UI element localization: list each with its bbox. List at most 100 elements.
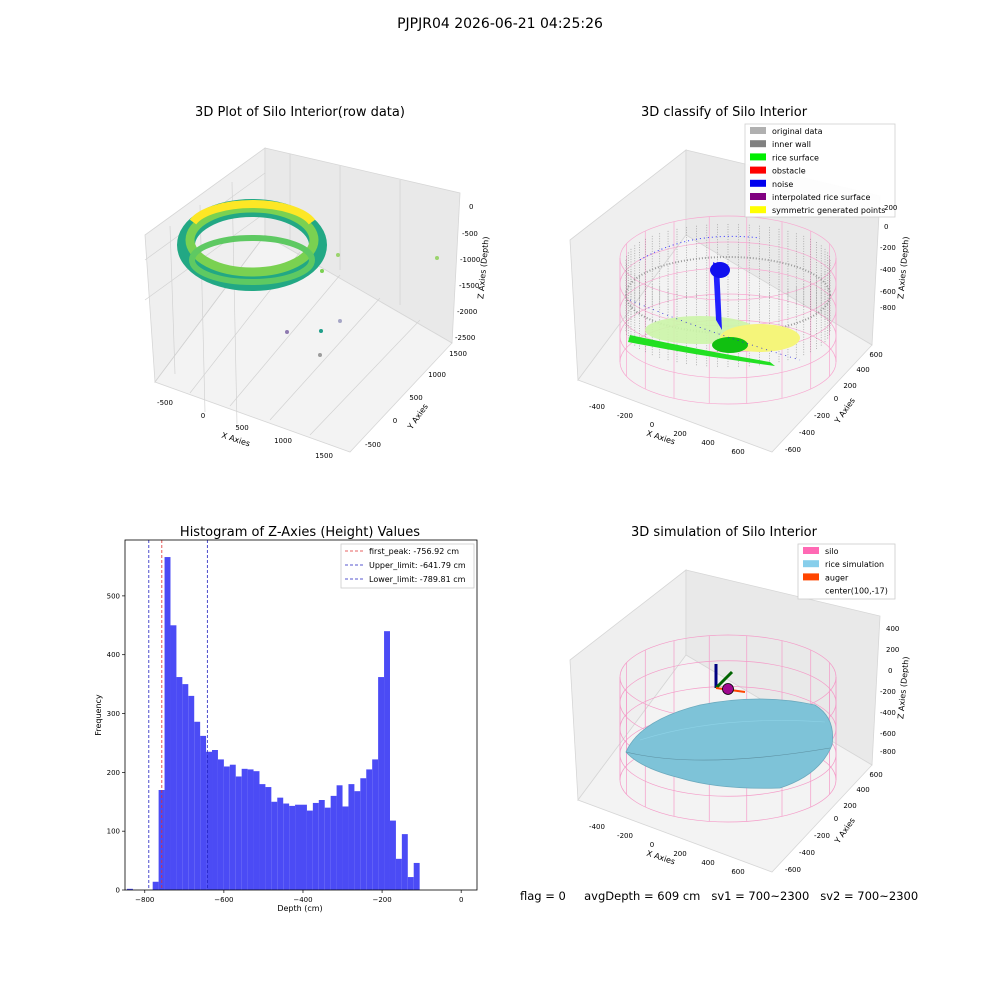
legend-label: obstacle — [772, 167, 806, 176]
x-tick-labels: -400 -200 0 200 400 600 — [589, 403, 745, 456]
y-tick: 0 — [834, 815, 838, 823]
histogram-bar — [206, 751, 213, 890]
histogram-bar — [152, 881, 159, 890]
chart-raw-3d: 3D Plot of Silo Interior(row data) -500 … — [144, 105, 491, 460]
x-tick: 200 — [673, 850, 686, 858]
x-tick: 200 — [673, 430, 686, 438]
legend-label: Lower_limit: -789.81 cm — [369, 575, 466, 584]
histogram-bar — [126, 888, 133, 890]
z-axis-label: Z Axies (Depth) — [896, 656, 910, 719]
y-tick: -500 — [365, 441, 381, 449]
point-cloud — [177, 199, 439, 357]
legend-swatch — [750, 179, 766, 187]
z-tick: -600 — [880, 730, 896, 738]
x-tick: 600 — [731, 448, 744, 456]
x-tick-label: 0 — [459, 896, 463, 904]
histogram-bar — [259, 784, 266, 890]
histogram-bar — [301, 804, 307, 890]
histogram-bar — [306, 810, 313, 890]
legend: silo rice simulation auger center(100,-17) — [797, 543, 896, 600]
z-tick: -800 — [880, 748, 896, 756]
legend-swatch — [750, 153, 766, 161]
z-tick: 200 — [884, 204, 897, 212]
histogram-bar — [194, 721, 201, 890]
legend-swatch — [803, 573, 819, 581]
y-tick: 200 — [843, 382, 856, 390]
x-tick: 500 — [235, 424, 248, 432]
center-marker — [722, 683, 734, 695]
legend-swatch — [803, 560, 819, 568]
z-tick: 0 — [884, 223, 888, 231]
y-tick: 1500 — [449, 350, 467, 358]
legend-swatch — [750, 140, 766, 148]
z-tick: -200 — [880, 244, 896, 252]
legend: original data inner wall rice surface obsta… — [744, 123, 896, 218]
chart-title: Histogram of Z-Axies (Height) Values — [180, 525, 420, 540]
y-tick-labels: -600 -400 -200 0 200 400 600 — [785, 351, 883, 454]
grid-line — [229, 274, 341, 407]
rice-surface — [625, 698, 834, 789]
z-tick: -2000 — [457, 308, 477, 316]
legend-label: first_peak: -756.92 cm — [369, 547, 459, 556]
legend-label: center(100,-17) — [825, 587, 888, 596]
y-tick-label: 0 — [116, 887, 120, 895]
chart-title: 3D classify of Silo Interior — [641, 105, 808, 120]
legend-label: silo — [825, 547, 839, 556]
legend: first_peak: -756.92 cm Upper_limit: -641.… — [340, 543, 475, 589]
histogram-bar — [366, 769, 373, 890]
y-tick-label: 500 — [107, 592, 120, 600]
legend-label: interpolated rice surface — [772, 193, 870, 202]
z-axis-label: Z Axies (Depth) — [476, 236, 490, 299]
grid-line — [199, 204, 206, 413]
x-axis-label: Depth (cm) — [277, 904, 322, 913]
x-axis-label: X Axies — [645, 429, 676, 447]
figure-title: PJPJR04 2026-06-21 04:25:26 — [397, 16, 603, 32]
histogram-bar — [253, 771, 260, 890]
histogram-bar — [223, 766, 230, 890]
legend-swatch — [750, 127, 766, 134]
z-tick: -200 — [880, 688, 896, 696]
z-tick: -1500 — [459, 282, 479, 290]
histogram-bar — [384, 631, 390, 890]
axis-ticks: −800 −600 −400 −200 0 0 100 200 300 400 500 — [107, 592, 464, 904]
histogram-bar — [348, 784, 355, 890]
y-tick: -400 — [799, 849, 815, 857]
chart-title: 3D Plot of Silo Interior(row data) — [195, 105, 405, 120]
grid-line — [154, 234, 266, 383]
z-tick: -600 — [880, 288, 896, 296]
chart-classify-3d: 3D classify of Silo Interior — [569, 105, 911, 456]
legend-swatch — [750, 206, 766, 214]
x-tick-labels: -400 -200 0 200 400 600 — [589, 823, 745, 876]
grid-lines — [144, 154, 421, 436]
reference-lines — [148, 540, 208, 890]
y-tick: -400 — [799, 429, 815, 437]
y-tick: -600 — [785, 446, 801, 454]
histogram-bar — [401, 834, 408, 890]
legend-label: auger — [825, 573, 849, 582]
x-tick: 1000 — [274, 437, 292, 445]
y-tick-label: 300 — [107, 710, 120, 718]
z-tick: -2500 — [455, 334, 475, 342]
legend-swatch — [750, 166, 766, 174]
x-tick: -400 — [589, 403, 605, 411]
histogram-bar — [360, 778, 367, 890]
histogram-bar — [241, 768, 248, 890]
y-tick: 600 — [869, 351, 882, 359]
y-tick: 1000 — [428, 371, 446, 379]
histogram-bar — [265, 787, 272, 890]
histogram-bar — [217, 759, 224, 890]
z-tick: -400 — [880, 709, 896, 717]
histogram-bar — [200, 735, 207, 890]
histogram-bar — [283, 803, 290, 890]
legend-label: symmetric generated points — [772, 206, 885, 215]
histogram-bar — [176, 677, 183, 890]
y-tick-labels: -600 -400 -200 0 200 400 600 — [785, 771, 883, 874]
histogram-bar — [170, 625, 177, 890]
histogram-bar — [372, 759, 379, 890]
histogram-bar — [336, 785, 343, 890]
grid-line — [309, 319, 421, 436]
y-tick-label: 200 — [107, 769, 120, 777]
histogram-bar — [324, 807, 331, 890]
x-tick: -200 — [617, 832, 633, 840]
z-tick: -400 — [880, 266, 896, 274]
